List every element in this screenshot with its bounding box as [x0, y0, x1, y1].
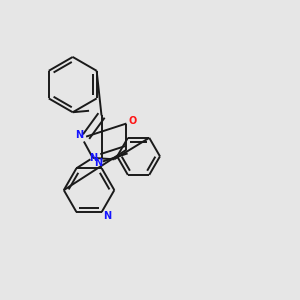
- Text: N: N: [76, 130, 84, 140]
- Text: N: N: [89, 153, 97, 163]
- Text: O: O: [128, 116, 136, 126]
- Text: N: N: [103, 211, 111, 220]
- Text: N: N: [94, 158, 103, 168]
